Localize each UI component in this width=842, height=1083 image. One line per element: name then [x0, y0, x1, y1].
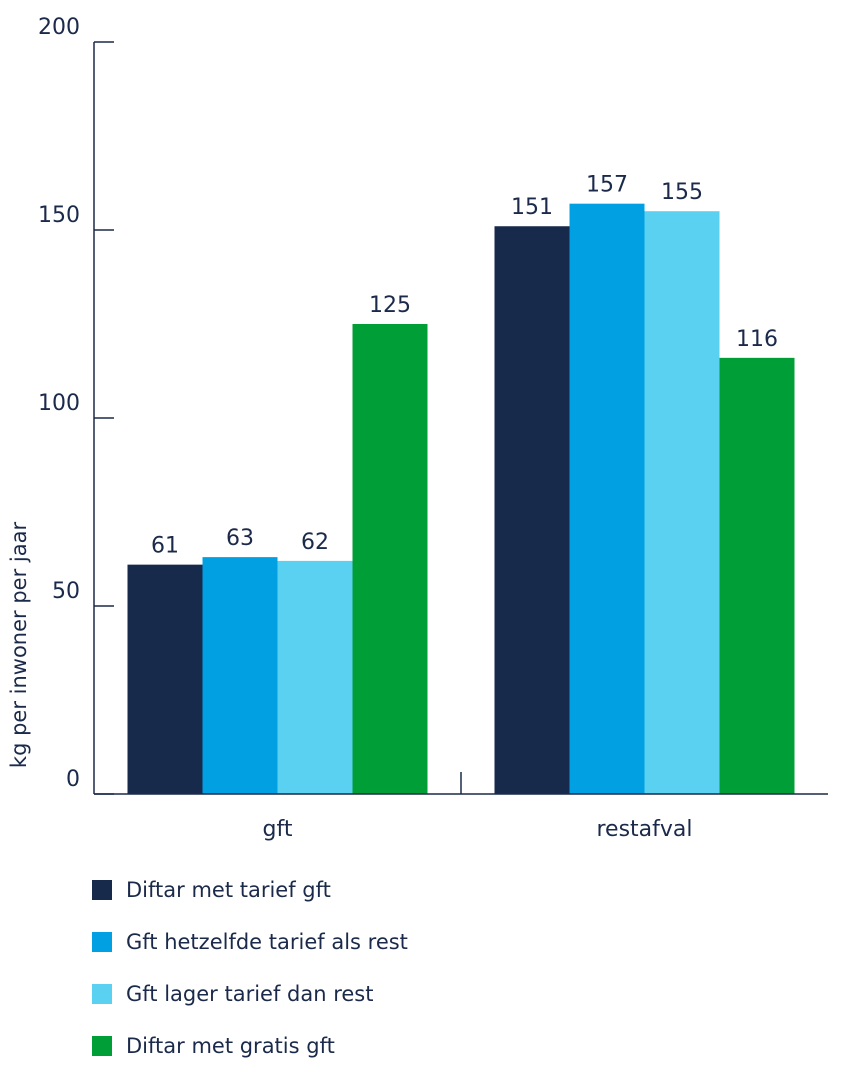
y-tick-label: 0 [66, 767, 80, 792]
data-label: 116 [736, 327, 778, 352]
legend-item: Diftar met gratis gft [92, 1031, 408, 1061]
data-label: 155 [661, 180, 703, 205]
legend-label: Diftar met tarief gft [126, 878, 331, 902]
data-label: 63 [226, 526, 254, 551]
category-labels: gft restafval [263, 817, 693, 842]
bar [570, 204, 645, 794]
legend-label: Diftar met gratis gft [126, 1034, 335, 1058]
legend-item: Diftar met tarief gft [92, 875, 408, 905]
data-label: 125 [369, 293, 411, 318]
legend-swatch [92, 984, 112, 1004]
bar [645, 211, 720, 794]
bar [128, 565, 203, 794]
legend-item: Gft lager tarief dan rest [92, 979, 408, 1009]
data-label: 62 [301, 530, 329, 555]
y-axis-ticks: 0 50 100 150 200 [38, 15, 114, 794]
data-label: 157 [586, 173, 628, 198]
data-label: 61 [151, 534, 179, 559]
y-tick-label: 50 [52, 579, 80, 604]
legend-label: Gft hetzelfde tarief als rest [126, 930, 408, 954]
legend-swatch [92, 932, 112, 952]
y-tick-label: 150 [38, 203, 80, 228]
y-tick-label: 100 [38, 391, 80, 416]
legend: Diftar met tarief gft Gft hetzelfde tarie… [92, 875, 408, 1083]
data-label: 151 [511, 195, 553, 220]
legend-swatch [92, 1036, 112, 1056]
bar [720, 358, 795, 794]
category-label: gft [263, 817, 293, 842]
bar-chart: 0 50 100 150 200 61 63 62 125 151 157 155 116 gft re… [0, 0, 842, 860]
legend-swatch [92, 880, 112, 900]
y-axis-title: kg per inwoner per jaar [7, 522, 31, 769]
y-tick-label: 200 [38, 15, 80, 40]
legend-label: Gft lager tarief dan rest [126, 982, 373, 1006]
bar [353, 324, 428, 794]
bar [495, 226, 570, 794]
bar [203, 557, 278, 794]
bars [128, 204, 795, 794]
category-label: restafval [596, 817, 692, 842]
legend-item: Gft hetzelfde tarief als rest [92, 927, 408, 957]
bar [278, 561, 353, 794]
